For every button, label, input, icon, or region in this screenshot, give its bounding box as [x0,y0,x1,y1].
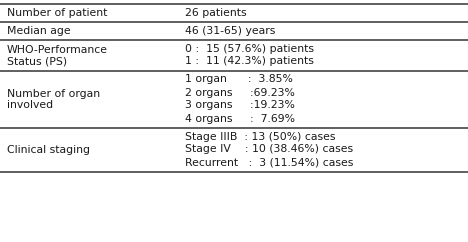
Text: 3 organs     :19.23%: 3 organs :19.23% [185,100,295,111]
Text: Number of patient: Number of patient [7,8,107,18]
Text: Recurrent   :  3 (11.54%) cases: Recurrent : 3 (11.54%) cases [185,158,353,167]
Text: 2 organs     :69.23%: 2 organs :69.23% [185,88,295,98]
Text: 4 organs     :  7.69%: 4 organs : 7.69% [185,113,295,123]
Text: 46 (31-65) years: 46 (31-65) years [185,26,275,36]
Text: Stage IIIB  : 13 (50%) cases: Stage IIIB : 13 (50%) cases [185,131,336,142]
Text: 26 patients: 26 patients [185,8,247,18]
Text: WHO-Performance
Status (PS): WHO-Performance Status (PS) [7,45,108,66]
Text: Median age: Median age [7,26,71,36]
Text: Number of organ
involved: Number of organ involved [7,89,100,110]
Text: 1 organ      :  3.85%: 1 organ : 3.85% [185,75,293,84]
Text: Clinical staging: Clinical staging [7,145,90,155]
Text: 0 :  15 (57.6%) patients: 0 : 15 (57.6%) patients [185,44,314,53]
Text: Stage IV    : 10 (38.46%) cases: Stage IV : 10 (38.46%) cases [185,144,353,154]
Text: 1 :  11 (42.3%) patients: 1 : 11 (42.3%) patients [185,56,314,67]
